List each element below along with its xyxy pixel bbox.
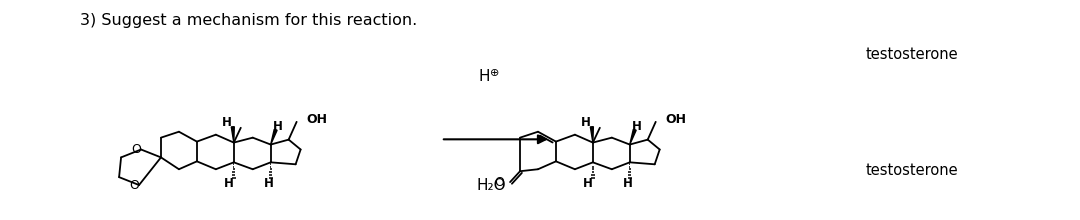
Text: H: H bbox=[478, 69, 489, 84]
Text: OH: OH bbox=[307, 113, 327, 126]
Polygon shape bbox=[231, 127, 234, 143]
Text: H: H bbox=[632, 120, 642, 133]
Polygon shape bbox=[630, 129, 636, 145]
Text: H: H bbox=[224, 177, 233, 190]
Text: H: H bbox=[581, 116, 591, 129]
Text: H: H bbox=[623, 177, 633, 190]
Text: H: H bbox=[273, 120, 283, 133]
Polygon shape bbox=[271, 129, 278, 145]
Text: testosterone: testosterone bbox=[865, 46, 958, 62]
Text: 3) Suggest a mechanism for this reaction.: 3) Suggest a mechanism for this reaction… bbox=[80, 13, 418, 28]
Polygon shape bbox=[591, 127, 593, 143]
Text: H: H bbox=[264, 177, 273, 190]
Text: O: O bbox=[130, 179, 139, 192]
Text: H₂O: H₂O bbox=[476, 178, 507, 192]
Text: O: O bbox=[495, 176, 504, 189]
Text: ⊕: ⊕ bbox=[490, 68, 499, 78]
Text: testosterone: testosterone bbox=[865, 163, 958, 178]
Text: H: H bbox=[583, 177, 593, 190]
Text: H: H bbox=[221, 116, 232, 129]
Text: OH: OH bbox=[665, 113, 687, 126]
Text: O: O bbox=[131, 143, 141, 156]
